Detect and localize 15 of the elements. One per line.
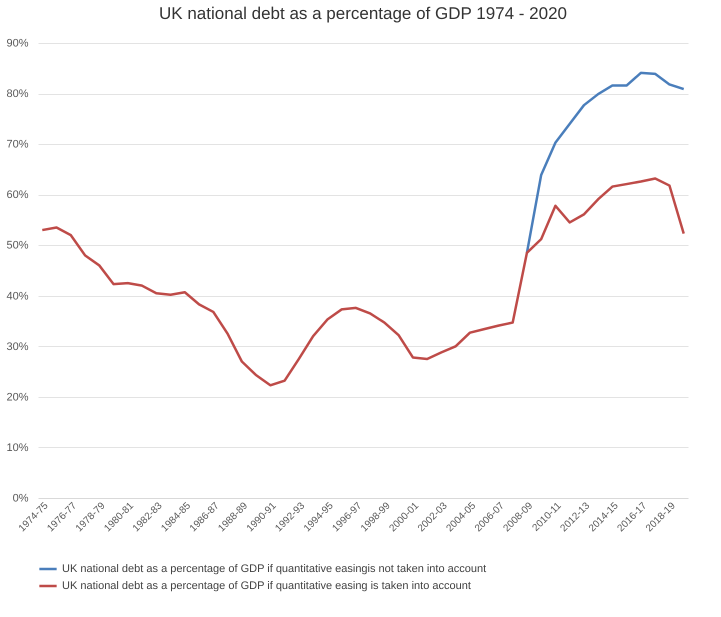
y-tick-label: 70% (6, 138, 29, 151)
line-series (526, 72, 685, 254)
y-tick-label: 50% (6, 240, 29, 252)
legend-label: UK national debt as a percentage of GDP if quantitative easingis not taken into account (62, 563, 486, 575)
y-tick-label: 60% (6, 189, 29, 202)
line-series (41, 177, 685, 387)
legend-label: UK national debt as a percentage of GDP if quantitative easing is taken into account (62, 580, 471, 592)
y-tick-label: 90% (6, 38, 29, 50)
y-tick-label: 30% (6, 340, 29, 353)
y-tick-label: 0% (12, 492, 29, 504)
y-tick-label: 10% (6, 442, 29, 454)
y-tick-label: 40% (6, 290, 29, 302)
y-tick-label: 20% (6, 391, 29, 404)
chart-title: UK national debt as a percentage of GDP 1974 - 2020 (159, 4, 567, 23)
y-tick-label: 80% (6, 88, 29, 100)
